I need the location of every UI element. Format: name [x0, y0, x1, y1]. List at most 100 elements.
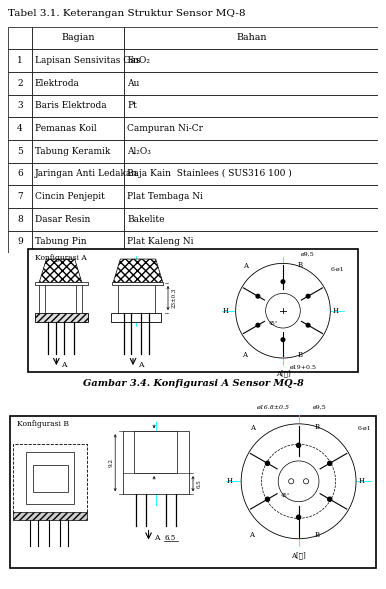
- Text: Tabel 3.1. Keterangan Struktur Sensor MQ-8: Tabel 3.1. Keterangan Struktur Sensor MQ…: [8, 9, 245, 18]
- Text: ø16.8±0.5: ø16.8±0.5: [256, 405, 289, 410]
- Text: Campuran Ni-Cr: Campuran Ni-Cr: [127, 124, 203, 133]
- Bar: [8, 95, 32, 117]
- Text: 45°: 45°: [269, 321, 278, 326]
- Polygon shape: [39, 259, 82, 283]
- Circle shape: [256, 294, 260, 298]
- Text: A: A: [154, 534, 159, 542]
- Text: 45°: 45°: [281, 493, 290, 498]
- Circle shape: [289, 479, 294, 484]
- Text: 6-ø1: 6-ø1: [358, 426, 372, 431]
- Bar: [8, 231, 32, 253]
- Text: 6: 6: [17, 170, 23, 178]
- Circle shape: [266, 461, 269, 465]
- Circle shape: [266, 497, 269, 501]
- Bar: [33, 465, 68, 492]
- Text: Pemanas Koil: Pemanas Koil: [35, 124, 96, 133]
- Circle shape: [266, 293, 300, 328]
- Text: A[向]: A[向]: [291, 551, 306, 560]
- Text: B: B: [298, 350, 303, 359]
- Text: Jaringan Anti Ledakan: Jaringan Anti Ledakan: [35, 170, 138, 178]
- Text: Plat Kaleng Ni: Plat Kaleng Ni: [127, 237, 194, 246]
- Text: Bahan: Bahan: [236, 34, 267, 42]
- Bar: [8, 72, 32, 94]
- Circle shape: [281, 280, 285, 283]
- Text: B: B: [298, 261, 303, 269]
- Text: Plat Tembaga Ni: Plat Tembaga Ni: [127, 192, 203, 201]
- Bar: [124, 140, 378, 163]
- Bar: [26, 452, 74, 504]
- Bar: [32, 49, 124, 72]
- Circle shape: [278, 461, 319, 502]
- Text: 23±0.3: 23±0.3: [171, 288, 176, 308]
- Circle shape: [262, 444, 336, 518]
- Circle shape: [241, 424, 356, 539]
- Text: Lapisan Sensivitas Gas: Lapisan Sensivitas Gas: [35, 56, 140, 65]
- Text: B: B: [314, 531, 319, 539]
- Circle shape: [328, 497, 332, 501]
- Bar: [124, 208, 378, 231]
- Text: ø19+0.5: ø19+0.5: [290, 365, 317, 370]
- Text: Cincin Penjepit: Cincin Penjepit: [35, 192, 105, 201]
- Bar: [124, 27, 378, 49]
- Bar: [39, 283, 45, 313]
- Bar: [8, 49, 32, 72]
- Text: 8: 8: [17, 215, 23, 224]
- Text: Tabung Pin: Tabung Pin: [35, 237, 86, 246]
- Text: 6-ø1: 6-ø1: [331, 267, 345, 272]
- Text: ø9,5: ø9,5: [301, 252, 315, 257]
- Bar: [124, 431, 188, 494]
- Circle shape: [306, 294, 310, 298]
- Bar: [32, 140, 124, 163]
- Bar: [8, 140, 32, 163]
- Text: Baja Kain  Stainlees ( SUS316 100 ): Baja Kain Stainlees ( SUS316 100 ): [127, 170, 292, 178]
- Bar: [112, 282, 163, 284]
- Bar: [32, 27, 124, 49]
- Text: 6.5: 6.5: [164, 534, 175, 542]
- Circle shape: [306, 323, 310, 327]
- Text: Elektroda: Elektroda: [35, 79, 80, 88]
- Circle shape: [303, 479, 309, 484]
- Text: 9: 9: [17, 237, 23, 246]
- Text: H: H: [227, 477, 233, 485]
- Bar: [124, 95, 378, 117]
- Text: Pt: Pt: [127, 101, 137, 110]
- Bar: [76, 283, 82, 313]
- Circle shape: [328, 461, 332, 465]
- Bar: [32, 231, 124, 253]
- Circle shape: [256, 323, 260, 327]
- Bar: [124, 186, 378, 208]
- Bar: [8, 163, 32, 186]
- Text: 1: 1: [17, 56, 23, 65]
- Bar: [32, 95, 124, 117]
- Bar: [8, 208, 32, 231]
- Bar: [124, 117, 378, 140]
- Bar: [8, 117, 32, 140]
- Bar: [32, 72, 124, 94]
- Bar: [32, 117, 124, 140]
- Bar: [35, 282, 88, 284]
- Bar: [111, 313, 161, 322]
- Text: Gambar 3.4. Konfigurasi A Sensor MQ-8: Gambar 3.4. Konfigurasi A Sensor MQ-8: [83, 379, 303, 388]
- Text: A: A: [61, 360, 67, 369]
- Text: 6.5: 6.5: [197, 479, 202, 488]
- Text: Dasar Resin: Dasar Resin: [35, 215, 90, 224]
- Text: 5: 5: [17, 147, 23, 155]
- Text: A: A: [251, 423, 256, 432]
- Circle shape: [236, 263, 330, 358]
- Text: H: H: [359, 477, 365, 485]
- Text: A: A: [242, 350, 247, 359]
- Text: Konfigurasi B: Konfigurasi B: [17, 420, 69, 428]
- Bar: [32, 186, 124, 208]
- Text: Au: Au: [127, 79, 140, 88]
- Bar: [124, 49, 378, 72]
- Bar: [124, 231, 378, 253]
- Text: H: H: [333, 307, 339, 315]
- Text: B: B: [314, 423, 319, 431]
- Bar: [124, 72, 378, 94]
- Text: 2: 2: [17, 79, 22, 88]
- Bar: [32, 208, 124, 231]
- Bar: [124, 163, 378, 186]
- Text: A[向]: A[向]: [276, 369, 290, 377]
- Text: Bakelite: Bakelite: [127, 215, 165, 224]
- Text: 9.2: 9.2: [108, 458, 113, 467]
